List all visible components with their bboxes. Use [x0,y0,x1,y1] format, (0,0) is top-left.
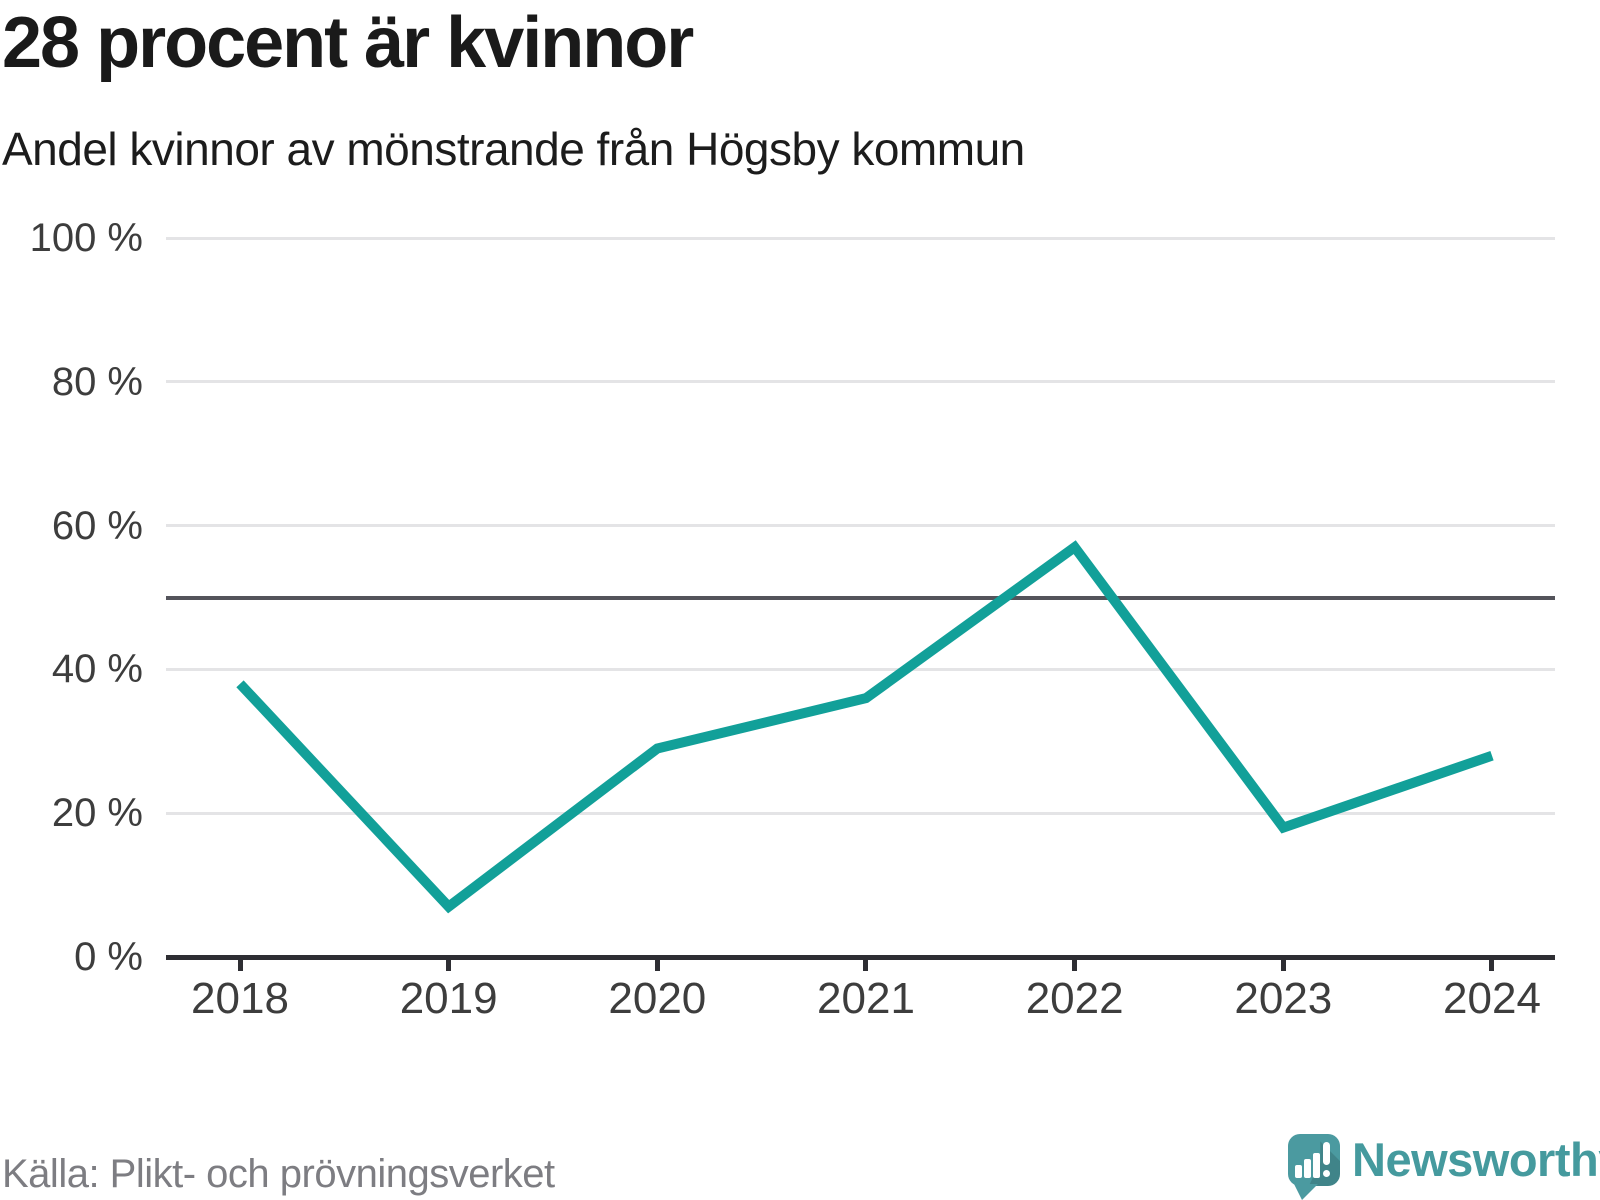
logo-exclamation-icon [1323,1170,1330,1177]
x-tick-mark [863,957,869,971]
logo-barchart-icon [1313,1153,1320,1178]
x-tick-mark [237,957,243,971]
logo-barchart-icon [1304,1159,1311,1178]
x-tick-label: 2018 [191,974,289,1023]
chart-title: 28 procent är kvinnor [2,3,694,83]
x-tick-label: 2022 [1025,974,1124,1023]
y-gridline [166,380,1555,384]
x-tick-label: 2019 [399,974,498,1023]
x-tick-mark [1072,957,1078,971]
x-tick-label: 2021 [817,974,915,1023]
y-gridline [166,236,1555,240]
x-tick-mark [654,957,660,971]
y-tick-label: 60 % [51,503,143,548]
y-tick-label: 20 % [51,791,143,836]
brand-name: Newsworthy [1352,1133,1600,1186]
logo-barchart-icon [1295,1165,1302,1178]
x-tick-mark [446,957,452,971]
logo-bubble-tail [1294,1184,1318,1200]
y-tick-label: 40 % [51,647,143,692]
x-tick-label: 2020 [608,974,707,1023]
y-gridline [166,811,1555,815]
y-tick-label: 80 % [51,359,143,404]
y-gridline [166,524,1555,528]
x-axis-line [166,955,1555,960]
reference-line [166,595,1555,600]
trend-line [236,540,1494,914]
y-tick-label: 0 % [74,935,143,979]
y-gridline [166,667,1555,671]
x-tick-label: 2024 [1443,974,1541,1023]
y-tick-label: 100 % [29,216,143,260]
x-tick-mark [1280,957,1286,971]
logo-exclamation-icon [1323,1142,1330,1165]
source-note: Källa: Plikt- och prövningsverket [2,1152,555,1196]
chart-subtitle: Andel kvinnor av mönstrande från Högsby … [2,123,1025,175]
x-tick-label: 2023 [1234,974,1333,1023]
newsworthy-logo[interactable]: Newsworthy [1288,1134,1600,1200]
x-tick-mark [1489,957,1495,971]
